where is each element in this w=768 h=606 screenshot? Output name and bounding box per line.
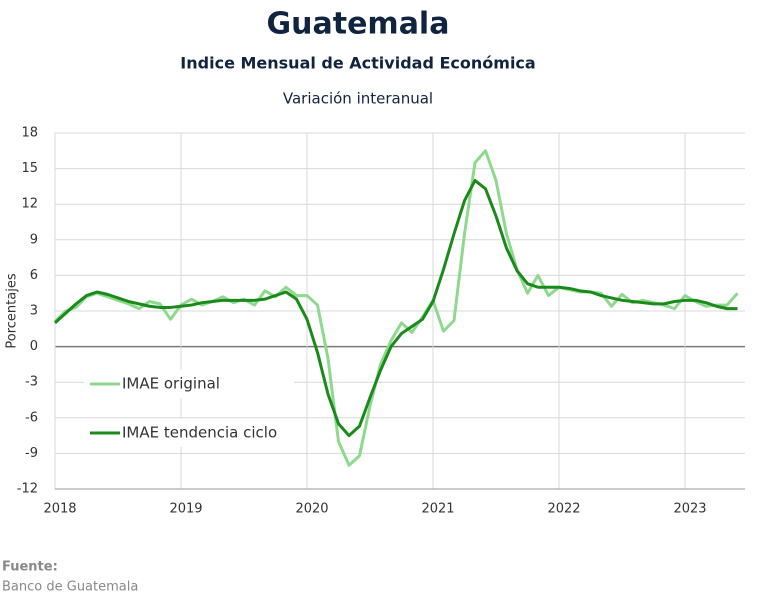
- legend-label: IMAE original: [122, 375, 220, 393]
- y-axis-label: Porcentajes: [5, 273, 20, 348]
- chart-subtitle: Indice Mensual de Actividad Económica: [180, 54, 535, 73]
- x-tick-label: 2019: [169, 502, 202, 517]
- y-tick-label: 15: [21, 161, 38, 176]
- y-tick-label: 0: [30, 339, 38, 354]
- x-tick-label: 2018: [43, 502, 76, 517]
- y-tick-label: 6: [30, 268, 38, 283]
- y-tick-label: -3: [25, 375, 38, 390]
- x-tick-label: 2022: [547, 502, 580, 517]
- x-tick-label: 2020: [295, 502, 328, 517]
- x-tick-label: 2021: [421, 502, 454, 517]
- y-tick-label: -9: [25, 446, 38, 461]
- legend-label: IMAE tendencia ciclo: [122, 424, 277, 442]
- series-line: [53, 178, 738, 438]
- y-tick-label: 9: [30, 232, 38, 247]
- y-tick-label: 12: [21, 197, 38, 212]
- source: Banco de Guatemala: [2, 580, 138, 595]
- source-label: Fuente:: [2, 560, 58, 575]
- x-tick-label: 2023: [673, 502, 706, 517]
- y-tick-label: 3: [30, 304, 38, 319]
- chart-title: Guatemala: [267, 7, 450, 42]
- y-tick-label: 18: [21, 126, 38, 141]
- series-line: [53, 149, 739, 467]
- chart-subtitle: Variación interanual: [283, 90, 433, 108]
- y-tick-label: -6: [25, 410, 38, 425]
- y-tick-label: -12: [17, 482, 38, 497]
